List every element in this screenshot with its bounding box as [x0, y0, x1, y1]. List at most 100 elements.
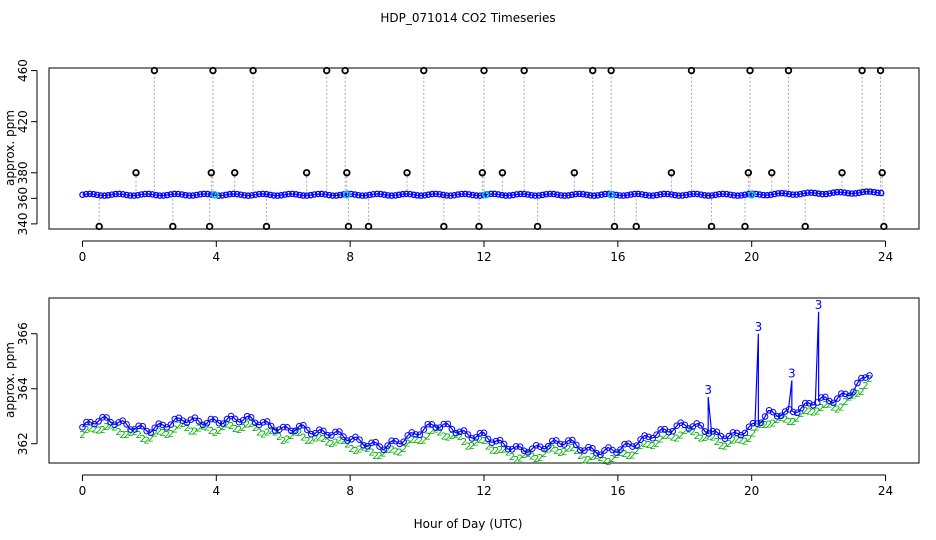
series-3-point [95, 418, 102, 425]
series-2-marker: 2 [401, 444, 407, 455]
series-2-marker: 2 [180, 419, 186, 430]
series-3-point [271, 427, 279, 434]
chart-title: HDP_071014 CO2 Timeseries [380, 11, 555, 25]
series-3-point [866, 372, 873, 379]
series-3-point [621, 440, 628, 448]
outlier-point-high [687, 66, 696, 75]
series-3-point [460, 427, 468, 434]
series-2-marker: 2 [782, 415, 788, 426]
series-3-point [488, 439, 496, 446]
series-3-point [765, 407, 773, 414]
series-3-point [761, 413, 769, 420]
series-2-marker: 2 [637, 441, 643, 452]
series-2-marker: 2 [312, 434, 318, 445]
series-2-marker: 2 [160, 428, 166, 439]
series-2-marker: 2 [754, 423, 760, 434]
outlier-point-low [95, 222, 103, 231]
series-2-marker: 2 [148, 433, 154, 444]
series-3-point [452, 429, 460, 437]
outlier-point-low [169, 222, 177, 231]
series-3-point [283, 424, 291, 431]
outlier-point-mid [207, 169, 215, 177]
series-3-point [79, 423, 86, 431]
x-tick-label: 12 [476, 250, 491, 264]
series-2-marker: 2 [698, 433, 704, 444]
series-2-marker: 2 [710, 433, 716, 444]
series-3-point [388, 437, 395, 444]
series-3-point [416, 431, 424, 439]
series-2-marker: 2 [280, 436, 286, 447]
series-3-point [725, 432, 733, 440]
series-2-marker: 2 [336, 435, 342, 446]
series-2-marker: 2 [617, 448, 623, 459]
series-2-marker: 2 [352, 446, 358, 457]
series-2-marker: 2 [485, 441, 491, 452]
y-tick-label: 420 [16, 110, 30, 133]
outlier-point-mid [878, 169, 886, 177]
y-tick-label: 362 [16, 432, 30, 455]
series-2-marker: 2 [324, 438, 330, 449]
series-3-point [653, 431, 660, 438]
series-2-marker: 2 [232, 424, 238, 435]
series-3-point [689, 423, 697, 430]
series-2-marker: 2 [521, 450, 527, 461]
series-2-marker: 2 [236, 425, 242, 436]
spike-label: 3 [755, 320, 763, 334]
series-3-point [813, 399, 821, 406]
series-3-point [384, 442, 391, 449]
outlier-point-low [364, 222, 373, 231]
series-2-marker: 2 [79, 430, 85, 441]
series-2-marker: 2 [553, 446, 559, 457]
series-3-point [235, 418, 243, 426]
series-2-marker: 2 [240, 423, 246, 434]
series-3-point [773, 412, 781, 420]
series-2-marker: 2 [413, 435, 419, 446]
x-tick-label: 24 [878, 250, 893, 264]
series-2-marker: 2 [810, 408, 816, 419]
series-2-marker: 2 [465, 441, 471, 452]
series-2-marker: 2 [356, 444, 362, 455]
series-2-marker: 2 [172, 425, 178, 436]
series-2-marker: 2 [686, 425, 692, 436]
series-3-point [380, 446, 387, 454]
series-3-point [777, 412, 785, 420]
series-2-marker: 2 [156, 427, 162, 438]
series-3-point [279, 423, 287, 431]
series-2-marker: 2 [384, 445, 390, 456]
series-3-point [476, 429, 484, 437]
series-3-point [243, 412, 251, 420]
series-3-point [295, 422, 303, 430]
series-2-marker: 2 [854, 389, 860, 400]
series-2-marker: 2 [846, 393, 852, 404]
outlier-point-mid [768, 169, 776, 177]
series-3-point [597, 451, 604, 459]
outlier-point-high [858, 66, 866, 75]
series-2-marker: 2 [794, 414, 800, 425]
series-2-marker: 2 [718, 441, 724, 452]
series-2-marker: 2 [212, 428, 218, 439]
series-2-marker: 2 [449, 431, 455, 442]
series-2-marker: 2 [144, 436, 150, 447]
series-2-marker: 2 [609, 454, 615, 465]
series-3-point [308, 430, 315, 438]
series-3-point [332, 428, 339, 436]
outlier-point-low [533, 222, 542, 231]
series-2-marker: 2 [489, 446, 495, 457]
series-2-marker: 2 [184, 423, 190, 434]
series-2-marker: 2 [332, 437, 338, 448]
series-2-marker: 2 [581, 455, 587, 466]
series-2-marker: 2 [541, 449, 547, 460]
series-3-point [649, 435, 656, 442]
series-2-marker: 2 [304, 436, 310, 447]
series-2-marker: 2 [802, 406, 808, 417]
series-2-marker: 2 [477, 435, 483, 446]
spike-label: 3 [788, 367, 796, 381]
series-2-marker: 2 [726, 439, 732, 450]
outlier-point-high [209, 66, 217, 75]
series-3-point [581, 447, 588, 454]
series-3-point [757, 419, 765, 427]
series-3-point [685, 425, 693, 432]
series-3-point [211, 416, 219, 423]
series-2-marker: 2 [766, 420, 772, 431]
